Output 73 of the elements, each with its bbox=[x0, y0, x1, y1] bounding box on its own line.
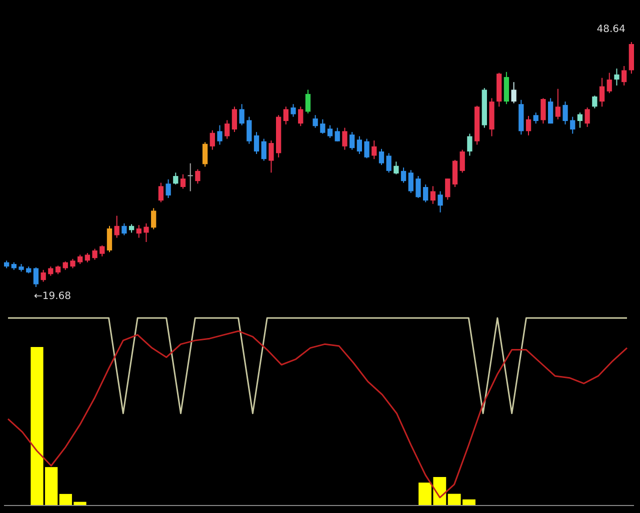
candlestick bbox=[114, 215, 120, 238]
candlestick bbox=[246, 116, 252, 144]
candlestick bbox=[144, 222, 149, 242]
candlestick bbox=[400, 167, 406, 184]
candlestick bbox=[84, 252, 90, 263]
candlestick bbox=[283, 106, 288, 125]
candlestick bbox=[224, 120, 230, 140]
candlestick bbox=[298, 106, 304, 127]
candlestick bbox=[408, 170, 414, 194]
candlestick bbox=[70, 258, 76, 269]
candlestick bbox=[430, 186, 436, 204]
candlestick bbox=[180, 174, 186, 190]
candlestick bbox=[460, 149, 465, 174]
candlestick bbox=[173, 172, 178, 185]
candlestick bbox=[122, 222, 127, 236]
candlestick bbox=[40, 269, 46, 282]
candlestick bbox=[136, 224, 142, 238]
candlestick bbox=[438, 190, 443, 213]
candlestick bbox=[364, 138, 370, 159]
candlestick bbox=[606, 72, 612, 94]
candlestick bbox=[78, 254, 83, 264]
candlestick bbox=[562, 101, 568, 125]
candlestick bbox=[540, 98, 546, 124]
candlestick bbox=[570, 116, 576, 134]
text: ←19.68 bbox=[34, 291, 71, 302]
candlestick bbox=[584, 106, 590, 128]
candlestick bbox=[378, 148, 384, 166]
candlestick bbox=[217, 124, 222, 146]
candlestick bbox=[158, 182, 164, 203]
candlestick bbox=[305, 89, 311, 114]
candlestick bbox=[350, 132, 355, 150]
candlestick bbox=[599, 77, 605, 108]
candlestick bbox=[467, 133, 472, 156]
candlestick bbox=[452, 159, 458, 188]
candlestick bbox=[445, 178, 450, 200]
candlestick bbox=[188, 162, 193, 192]
candlestick bbox=[356, 136, 362, 155]
candlestick bbox=[202, 142, 208, 168]
candlestick bbox=[327, 124, 333, 138]
candlestick bbox=[261, 138, 266, 162]
candlestick bbox=[555, 88, 560, 120]
candlestick bbox=[195, 168, 200, 184]
candlestick bbox=[151, 208, 156, 230]
candlestick bbox=[334, 127, 340, 142]
candlestick bbox=[320, 118, 326, 134]
candlestick bbox=[622, 66, 627, 86]
candlestick bbox=[614, 68, 620, 86]
candlestick bbox=[592, 95, 598, 109]
candlestick bbox=[526, 115, 532, 136]
candlestick bbox=[386, 152, 392, 174]
candlestick bbox=[100, 244, 105, 257]
text: 48.64 bbox=[596, 24, 626, 35]
candlestick bbox=[210, 130, 215, 150]
candlestick bbox=[342, 127, 348, 150]
candlestick bbox=[239, 104, 244, 126]
candlestick bbox=[232, 106, 238, 133]
candlestick bbox=[106, 225, 112, 253]
candlestick bbox=[372, 140, 377, 160]
candlestick bbox=[423, 184, 428, 203]
candlestick bbox=[416, 176, 421, 198]
candlestick bbox=[92, 248, 98, 260]
candlestick bbox=[268, 140, 274, 174]
candlestick bbox=[548, 98, 554, 124]
candlestick bbox=[48, 266, 54, 276]
candlestick bbox=[166, 178, 171, 198]
candlestick bbox=[577, 112, 583, 128]
candlestick bbox=[394, 161, 399, 175]
candlestick bbox=[312, 114, 318, 128]
candlestick bbox=[33, 266, 39, 288]
candlestick bbox=[254, 132, 260, 155]
candlestick bbox=[533, 112, 538, 124]
candlestick bbox=[511, 82, 516, 104]
candlestick bbox=[290, 104, 296, 118]
